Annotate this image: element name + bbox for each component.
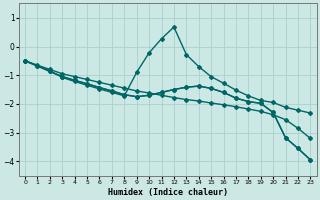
X-axis label: Humidex (Indice chaleur): Humidex (Indice chaleur) <box>108 188 228 197</box>
